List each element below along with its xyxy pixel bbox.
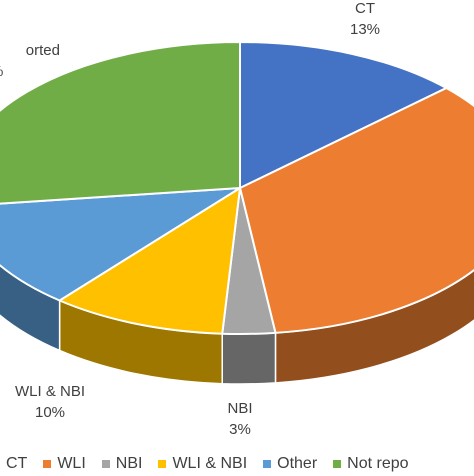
chart-legend: CT WLI NBI WLI & NBI Other Not repo — [0, 452, 409, 476]
pie-slice-ct — [239, 41, 448, 189]
pie-slice-not-reported — [0, 41, 241, 205]
pie-side-nbi — [221, 332, 277, 385]
legend-swatch-other — [263, 460, 272, 468]
data-label-ct-name: CT — [355, 0, 375, 17]
legend-label-ct: CT — [6, 455, 28, 472]
legend-item-not-reported: Not repo — [333, 455, 409, 473]
legend-label-other: Other — [277, 455, 318, 472]
legend-item-ct: CT — [0, 455, 27, 473]
legend-item-other: Other — [263, 455, 317, 473]
pie-slice-wli-nbi — [58, 187, 241, 335]
legend-swatch-nbi — [101, 460, 110, 468]
data-label-ct: CT 13% — [330, 0, 400, 40]
pie-slice-other — [0, 187, 241, 302]
legend-item-wli-nbi: WLI & NBI — [158, 455, 247, 473]
data-label-wli-nbi-name: WLI & NBI — [14, 383, 85, 400]
data-label-nbi: NBI 3% — [200, 398, 280, 440]
legend-label-wli: WLI — [57, 455, 86, 472]
data-label-ct-value: 13% — [349, 21, 381, 38]
legend-swatch-not-reported — [333, 460, 342, 468]
data-label-not-reported: orted % — [0, 40, 60, 82]
data-label-wli-nbi: WLI & NBI 10% — [0, 381, 100, 423]
data-label-not-reported-value: % — [0, 61, 60, 82]
data-label-nbi-name: NBI — [227, 400, 253, 417]
data-label-nbi-value: 3% — [229, 421, 251, 438]
data-label-wli-nbi-value: 10% — [34, 404, 66, 421]
legend-label-not-reported: Not repo — [347, 455, 409, 472]
legend-swatch-wli-nbi — [158, 460, 167, 468]
legend-label-wli-nbi: WLI & NBI — [172, 455, 248, 472]
legend-item-nbi: NBI — [101, 455, 143, 473]
legend-label-nbi: NBI — [115, 455, 143, 472]
legend-swatch-wli — [43, 460, 52, 468]
legend-item-wli: WLI — [43, 455, 86, 473]
pie-top-layer — [0, 41, 474, 335]
pie-slice-wli — [239, 87, 474, 334]
data-label-not-reported-name: orted — [25, 42, 60, 59]
